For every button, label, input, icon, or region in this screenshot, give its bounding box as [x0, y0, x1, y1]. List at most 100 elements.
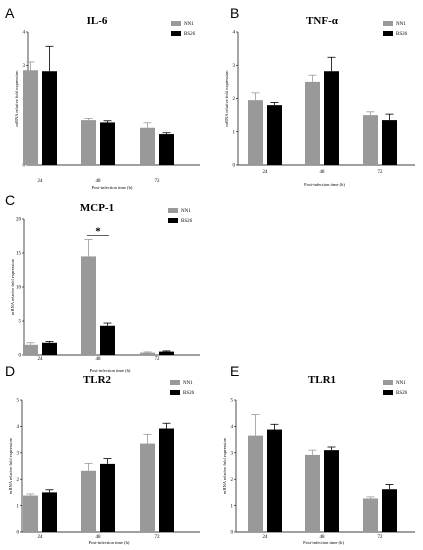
bar-nn1	[140, 352, 155, 355]
bar-nn1	[140, 443, 155, 532]
y-tick-label: 15	[16, 252, 22, 257]
bar-bs26	[100, 325, 115, 355]
y-tick-label: 2	[233, 97, 236, 102]
y-tick-label: 4	[231, 425, 234, 430]
panel-title: TLR1	[308, 374, 336, 386]
x-tick-label: 48	[96, 535, 102, 540]
panel-label: D	[5, 363, 15, 379]
bar-nn1	[23, 344, 38, 355]
bar-nn1	[363, 115, 378, 165]
x-tick-label: 24	[38, 535, 44, 540]
bar-nn1	[363, 498, 378, 532]
legend-label: NN1	[396, 381, 406, 386]
y-tick-label: 0	[23, 164, 26, 169]
legend-swatch-bs26	[170, 390, 180, 395]
panel-title: IL-6	[87, 15, 108, 27]
x-axis-label: Post-infection time (h)	[89, 540, 130, 545]
bar-bs26	[267, 429, 282, 532]
y-tick-label: 3	[233, 64, 236, 69]
legend-label: BS26	[183, 391, 195, 396]
x-tick-label: 48	[96, 179, 102, 184]
y-tick-label: 4	[17, 425, 20, 430]
bar-bs26	[159, 428, 174, 532]
bar-nn1	[81, 256, 96, 355]
bar-bs26	[100, 122, 115, 165]
bar-bs26	[100, 463, 115, 532]
x-axis-label: Post-infection time (h)	[304, 182, 345, 187]
y-tick-label: 3	[231, 452, 234, 457]
legend-label: NN1	[396, 22, 406, 27]
x-axis-label: Post-infection time (h)	[303, 540, 344, 545]
y-tick-label: 3	[17, 452, 20, 457]
x-tick-label: 24	[38, 357, 44, 362]
y-axis-label: mRNA relative fold expression	[14, 70, 19, 127]
legend-label: BS26	[184, 32, 196, 37]
bar-nn1	[248, 100, 263, 165]
x-tick-label: 24	[38, 179, 44, 184]
y-tick-label: 5	[19, 320, 22, 325]
panel-label: C	[5, 192, 15, 208]
panel-title: TNF-α	[306, 15, 339, 27]
y-tick-label: 5	[17, 399, 20, 404]
panel-label: B	[230, 5, 239, 21]
y-tick-label: 0	[19, 354, 22, 359]
panel-title: TLR2	[83, 374, 112, 386]
y-tick-label: 0	[231, 531, 234, 536]
y-tick-label: 10	[16, 286, 22, 291]
bar-bs26	[42, 71, 57, 165]
legend-label: BS26	[181, 219, 193, 224]
y-tick-label: 5	[231, 399, 234, 404]
x-tick-label: 72	[155, 535, 161, 540]
bar-nn1	[140, 127, 155, 165]
x-tick-label: 24	[263, 170, 269, 175]
y-tick-label: 2	[17, 478, 20, 483]
y-axis-label: mRNA relative fold expression	[224, 70, 229, 127]
x-tick-label: 24	[263, 535, 269, 540]
legend-label: NN1	[184, 22, 194, 27]
x-axis-label: Post-infection time (h)	[92, 185, 133, 190]
y-tick-label: 1	[231, 504, 234, 509]
legend-swatch-nn1	[383, 380, 393, 385]
panel-title: MCP-1	[80, 202, 114, 214]
y-axis-label: mRNA relative fold expression	[222, 437, 227, 494]
legend-label: BS26	[396, 32, 408, 37]
bar-nn1	[248, 435, 263, 532]
bar-nn1	[305, 454, 320, 532]
bar-bs26	[42, 492, 57, 532]
y-axis-label: mRNA relative fold expression	[10, 258, 15, 315]
y-tick-label: 1	[17, 504, 20, 509]
y-tick-label: 4	[23, 31, 26, 36]
bar-bs26	[324, 450, 339, 532]
panel-label: E	[230, 363, 239, 379]
panel-label: A	[5, 5, 15, 21]
significance-marker: *	[95, 225, 101, 237]
legend-label: NN1	[183, 381, 193, 386]
bar-bs26	[382, 489, 397, 532]
y-axis-label: mRNA relative fold expression	[8, 437, 13, 494]
y-tick-label: 0	[233, 164, 236, 169]
bar-nn1	[23, 70, 38, 165]
y-tick-label: 0	[17, 531, 20, 536]
legend-swatch-bs26	[383, 31, 393, 36]
x-axis-label: Post-infection time (h)	[90, 368, 131, 373]
y-tick-label: 3	[23, 64, 26, 69]
x-tick-label: 72	[155, 179, 161, 184]
legend-swatch-nn1	[168, 208, 178, 213]
y-tick-label: 20	[16, 218, 22, 223]
x-tick-label: 48	[320, 170, 326, 175]
legend-swatch-bs26	[383, 390, 393, 395]
bar-bs26	[324, 71, 339, 165]
bar-nn1	[23, 495, 38, 532]
legend-swatch-nn1	[170, 380, 180, 385]
legend-swatch-bs26	[168, 218, 178, 223]
y-tick-label: 4	[233, 31, 236, 36]
legend-swatch-nn1	[383, 21, 393, 26]
legend-label: NN1	[181, 209, 191, 214]
bar-nn1	[81, 120, 96, 165]
x-tick-label: 72	[155, 357, 161, 362]
x-tick-label: 72	[378, 170, 384, 175]
legend-label: BS26	[396, 391, 408, 396]
bar-bs26	[159, 351, 174, 355]
x-tick-label: 48	[96, 357, 102, 362]
legend-swatch-nn1	[171, 21, 181, 26]
